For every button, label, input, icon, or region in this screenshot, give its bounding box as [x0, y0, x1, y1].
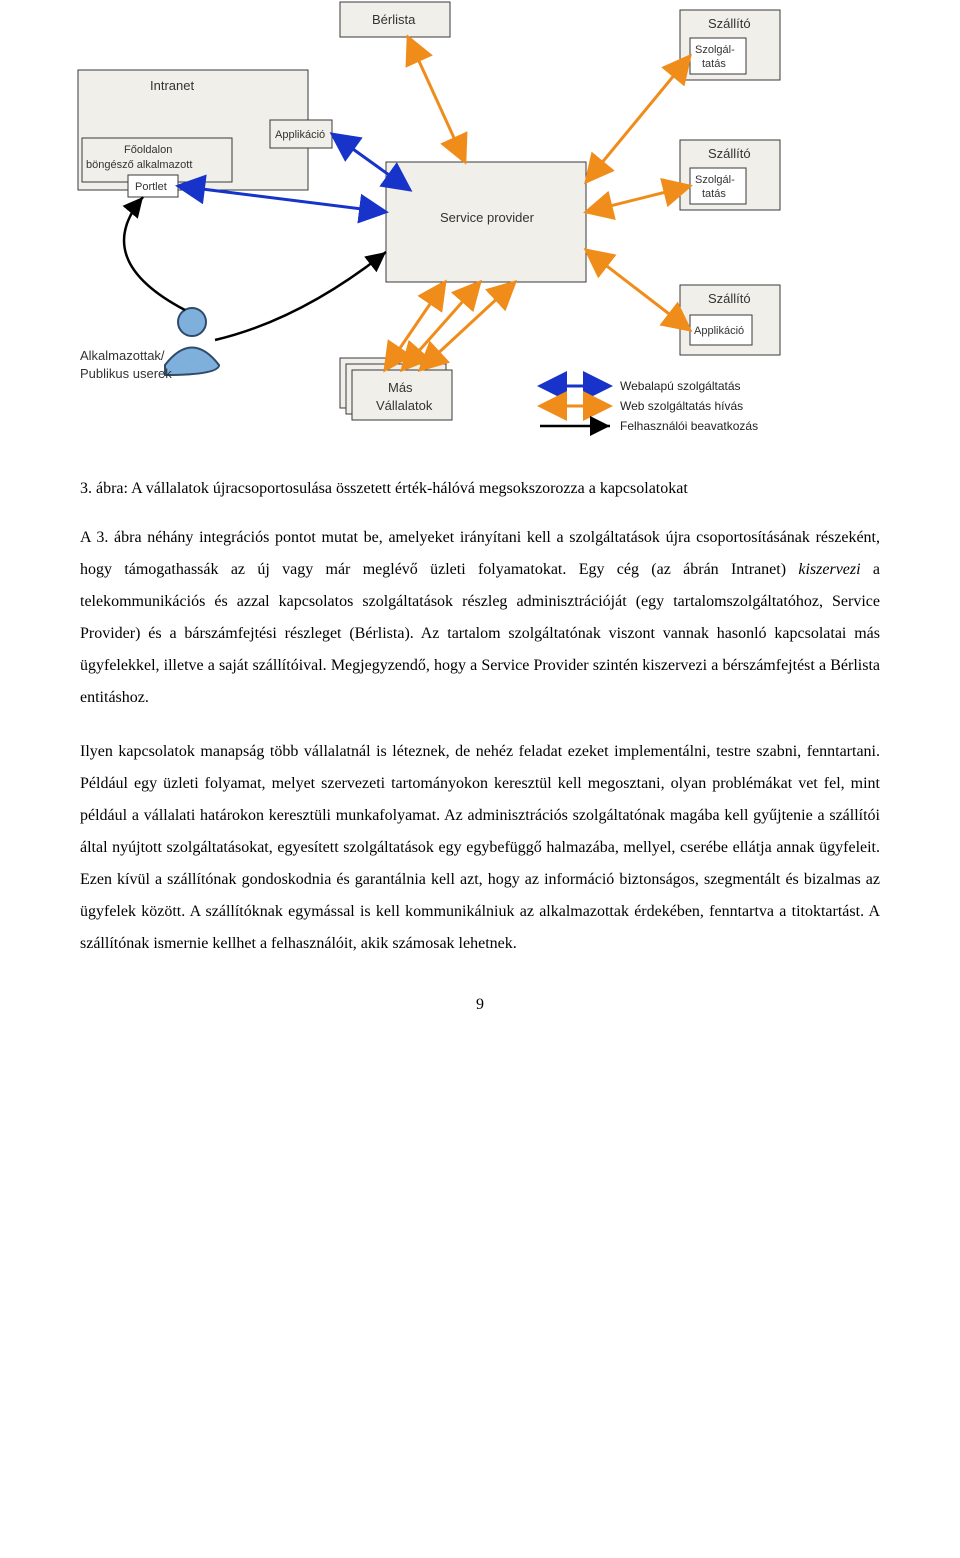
paragraph-1: A 3. ábra néhány integrációs pontot muta…: [80, 522, 880, 714]
label-szolg2a: Szolgál-: [695, 174, 735, 186]
paragraph-2: Ilyen kapcsolatok manapság több vállalat…: [80, 736, 880, 960]
legend-item-1: Web szolgáltatás hívás: [620, 399, 743, 413]
network-diagram: Intranet Főoldalon böngésző alkalmazott …: [0, 0, 850, 450]
label-szolg2b: tatás: [702, 188, 726, 200]
edge-szolg2-service: [586, 186, 690, 212]
label-masvall1: Más: [388, 380, 413, 395]
figure-caption: 3. ábra: A vállalatok újracsoportosulása…: [80, 474, 880, 504]
edge-szolg1-service: [586, 56, 690, 182]
caption-prefix: 3. ábra:: [80, 480, 128, 497]
label-applikacio2: Applikáció: [694, 325, 744, 337]
label-szallito1: Szállító: [708, 16, 751, 31]
label-service: Service provider: [440, 210, 535, 225]
label-applikacio1: Applikáció: [275, 129, 325, 141]
label-fooldalon-1: Főoldalon: [124, 144, 172, 156]
edge-user-portlet: [124, 197, 185, 310]
label-szallito3: Szállító: [708, 291, 751, 306]
para1-lead: A 3. ábra néhány integrációs pontot muta…: [80, 529, 880, 578]
legend-item-2: Felhasználói beavatkozás: [620, 419, 758, 433]
label-portlet: Portlet: [135, 181, 167, 193]
actor-icon: [165, 308, 219, 375]
label-szolg1a: Szolgál-: [695, 44, 735, 56]
edge-berlista-service: [408, 37, 465, 162]
label-users2: Publikus userek: [80, 366, 172, 381]
edge-user-service: [215, 252, 386, 340]
label-szolg1b: tatás: [702, 58, 726, 70]
page-number: 9: [80, 996, 880, 1014]
para1-mid: a telekommunikációs és azzal kapcsolatos…: [80, 561, 880, 706]
caption-text: A vállalatok újracsoportosulása összetet…: [131, 480, 688, 497]
para1-kw1: kiszervezi: [798, 561, 860, 578]
diagram-container: Intranet Főoldalon böngésző alkalmazott …: [0, 0, 960, 450]
edge-app2-service: [586, 250, 690, 330]
label-fooldalon-2: böngésző alkalmazott: [86, 159, 192, 171]
label-berlista: Bérlista: [372, 12, 416, 27]
label-szallito2: Szállító: [708, 146, 751, 161]
legend-item-0: Webalapú szolgáltatás: [620, 379, 741, 393]
legend: Webalapú szolgáltatás Web szolgáltatás h…: [540, 379, 758, 433]
label-users1: Alkalmazottak/: [80, 348, 165, 363]
label-intranet: Intranet: [150, 78, 194, 93]
label-masvall2: Vállalatok: [376, 398, 433, 413]
page-body: 3. ábra: A vállalatok újracsoportosulása…: [0, 474, 960, 1054]
